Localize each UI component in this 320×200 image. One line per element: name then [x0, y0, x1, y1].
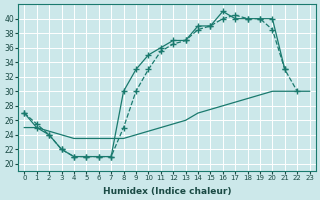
X-axis label: Humidex (Indice chaleur): Humidex (Indice chaleur) [103, 187, 231, 196]
